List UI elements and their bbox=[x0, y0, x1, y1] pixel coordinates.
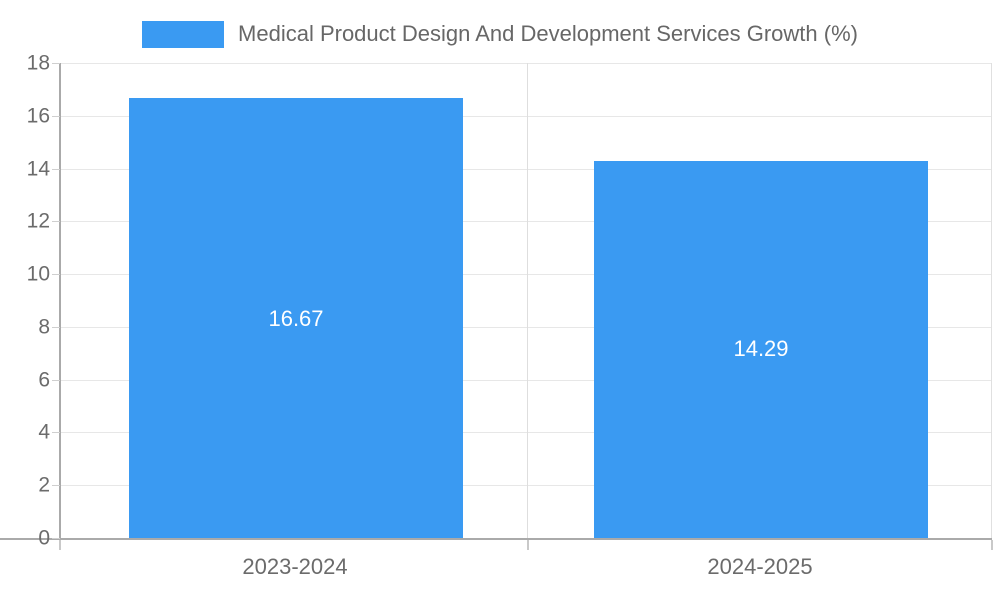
x-tick-mark-right bbox=[991, 540, 993, 550]
y-axis-label-16: 16 bbox=[26, 104, 50, 128]
bar-2023-2024[interactable] bbox=[129, 98, 463, 538]
legend-item-label: Medical Product Design And Development S… bbox=[238, 21, 858, 46]
gridline-8 bbox=[60, 326, 992, 328]
y-tick-mark-18 bbox=[52, 63, 60, 64]
x-tick-mark-middle bbox=[527, 540, 529, 550]
y-tick-mark-2 bbox=[52, 485, 60, 487]
x-axis-line bbox=[0, 538, 992, 540]
y-axis-label-6: 6 bbox=[38, 368, 50, 392]
y-tick-mark-10 bbox=[52, 274, 60, 276]
chart-legend: Medical Product Design And Development S… bbox=[0, 16, 1000, 52]
gridline-4 bbox=[60, 432, 992, 434]
y-axis-label-4: 4 bbox=[38, 420, 50, 444]
gridline-12 bbox=[60, 221, 992, 223]
bar-value-label-2023-2024: 16.67 bbox=[268, 306, 324, 331]
y-axis-tick-labels: 18 16 14 12 10 8 6 4 2 0 bbox=[0, 0, 50, 600]
y-tick-mark-8 bbox=[52, 326, 60, 328]
y-tick-mark-0 bbox=[52, 538, 60, 539]
y-axis-label-18: 18 bbox=[26, 51, 50, 75]
y-tick-mark-4 bbox=[52, 432, 60, 434]
gridline-2 bbox=[60, 485, 992, 487]
y-axis-label-2: 2 bbox=[38, 473, 50, 497]
bar-2024-2025[interactable] bbox=[594, 160, 928, 538]
category-divider bbox=[527, 63, 528, 538]
plot-area: 16.67 14.29 bbox=[60, 63, 992, 538]
y-tick-mark-6 bbox=[52, 379, 60, 381]
gridline-10 bbox=[60, 274, 992, 276]
y-axis-label-12: 12 bbox=[26, 209, 50, 233]
y-axis-label-14: 14 bbox=[26, 157, 50, 181]
x-tick-mark-left bbox=[59, 540, 61, 550]
bar-value-label-2024-2025: 14.29 bbox=[733, 336, 789, 361]
plot-right-border bbox=[991, 63, 992, 538]
y-axis-label-8: 8 bbox=[38, 315, 50, 339]
y-tick-mark-12 bbox=[52, 221, 60, 223]
legend-color-swatch-icon bbox=[142, 20, 225, 48]
gridline-18 bbox=[60, 63, 992, 64]
gridline-14 bbox=[60, 168, 992, 170]
x-axis-label-2023-2024: 2023-2024 bbox=[242, 554, 348, 579]
y-axis-label-0: 0 bbox=[38, 526, 50, 550]
x-axis-label-2024-2025: 2024-2025 bbox=[707, 554, 813, 579]
legend-item-series-1[interactable]: Medical Product Design And Development S… bbox=[142, 20, 858, 48]
y-tick-mark-14 bbox=[52, 168, 60, 170]
y-tick-mark-16 bbox=[52, 115, 60, 117]
y-axis-line bbox=[59, 63, 61, 539]
gridline-16 bbox=[60, 115, 992, 117]
y-axis-label-10: 10 bbox=[26, 262, 50, 286]
gridline-6 bbox=[60, 379, 992, 381]
